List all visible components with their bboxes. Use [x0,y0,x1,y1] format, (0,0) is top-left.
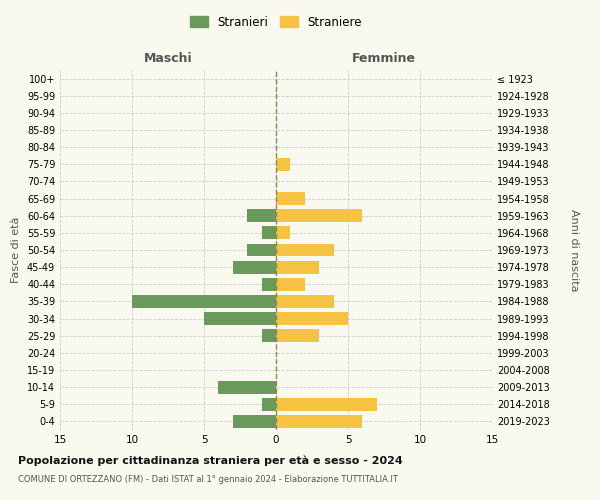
Bar [276,244,334,256]
Bar [132,295,276,308]
Bar [276,398,377,410]
Bar [262,226,276,239]
Bar [276,260,319,274]
Text: Femmine: Femmine [352,52,416,65]
Bar [276,210,362,222]
Bar [204,312,276,325]
Bar [276,415,362,428]
Bar [262,330,276,342]
Text: Maschi: Maschi [143,52,193,65]
Y-axis label: Fasce di età: Fasce di età [11,217,21,283]
Bar [233,415,276,428]
Bar [276,312,348,325]
Bar [276,330,319,342]
Bar [276,278,305,290]
Bar [276,192,305,205]
Bar [247,210,276,222]
Bar [262,278,276,290]
Bar [276,295,334,308]
Legend: Stranieri, Straniere: Stranieri, Straniere [185,11,367,34]
Bar [262,398,276,410]
Bar [247,244,276,256]
Bar [233,260,276,274]
Text: Popolazione per cittadinanza straniera per età e sesso - 2024: Popolazione per cittadinanza straniera p… [18,455,403,466]
Bar [218,380,276,394]
Bar [276,226,290,239]
Bar [276,158,290,170]
Y-axis label: Anni di nascita: Anni di nascita [569,209,579,291]
Text: COMUNE DI ORTEZZANO (FM) - Dati ISTAT al 1° gennaio 2024 - Elaborazione TUTTITAL: COMUNE DI ORTEZZANO (FM) - Dati ISTAT al… [18,475,398,484]
